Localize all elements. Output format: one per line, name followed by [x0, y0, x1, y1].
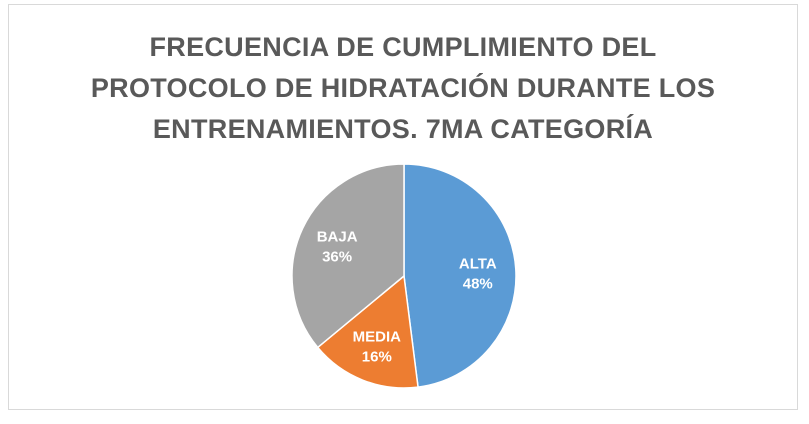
pie-label-baja: BAJA [317, 229, 358, 246]
chart-title-line-1: FRECUENCIA DE CUMPLIMIENTO DEL [149, 32, 657, 62]
pie-slice-media [316, 274, 419, 389]
pie-value-baja: 36% [322, 249, 352, 266]
pie-slice-baja [291, 163, 405, 349]
chart-title: FRECUENCIA DE CUMPLIMIENTO DEL PROTOCOLO… [9, 27, 797, 150]
chart-title-line-3: ENTRENAMIENTOS. 7MA CATEGORÍA [152, 114, 654, 144]
pie-slice-alta [403, 163, 517, 388]
pie-value-alta: 48% [463, 275, 493, 292]
chart-title-line-2: PROTOCOLO DE HIDRATACIÓN DURANTE LOS [90, 73, 716, 103]
pie-value-media: 16% [362, 349, 392, 366]
pie-label-media: MEDIA [353, 329, 402, 346]
pie-label-alta: ALTA [459, 255, 497, 272]
